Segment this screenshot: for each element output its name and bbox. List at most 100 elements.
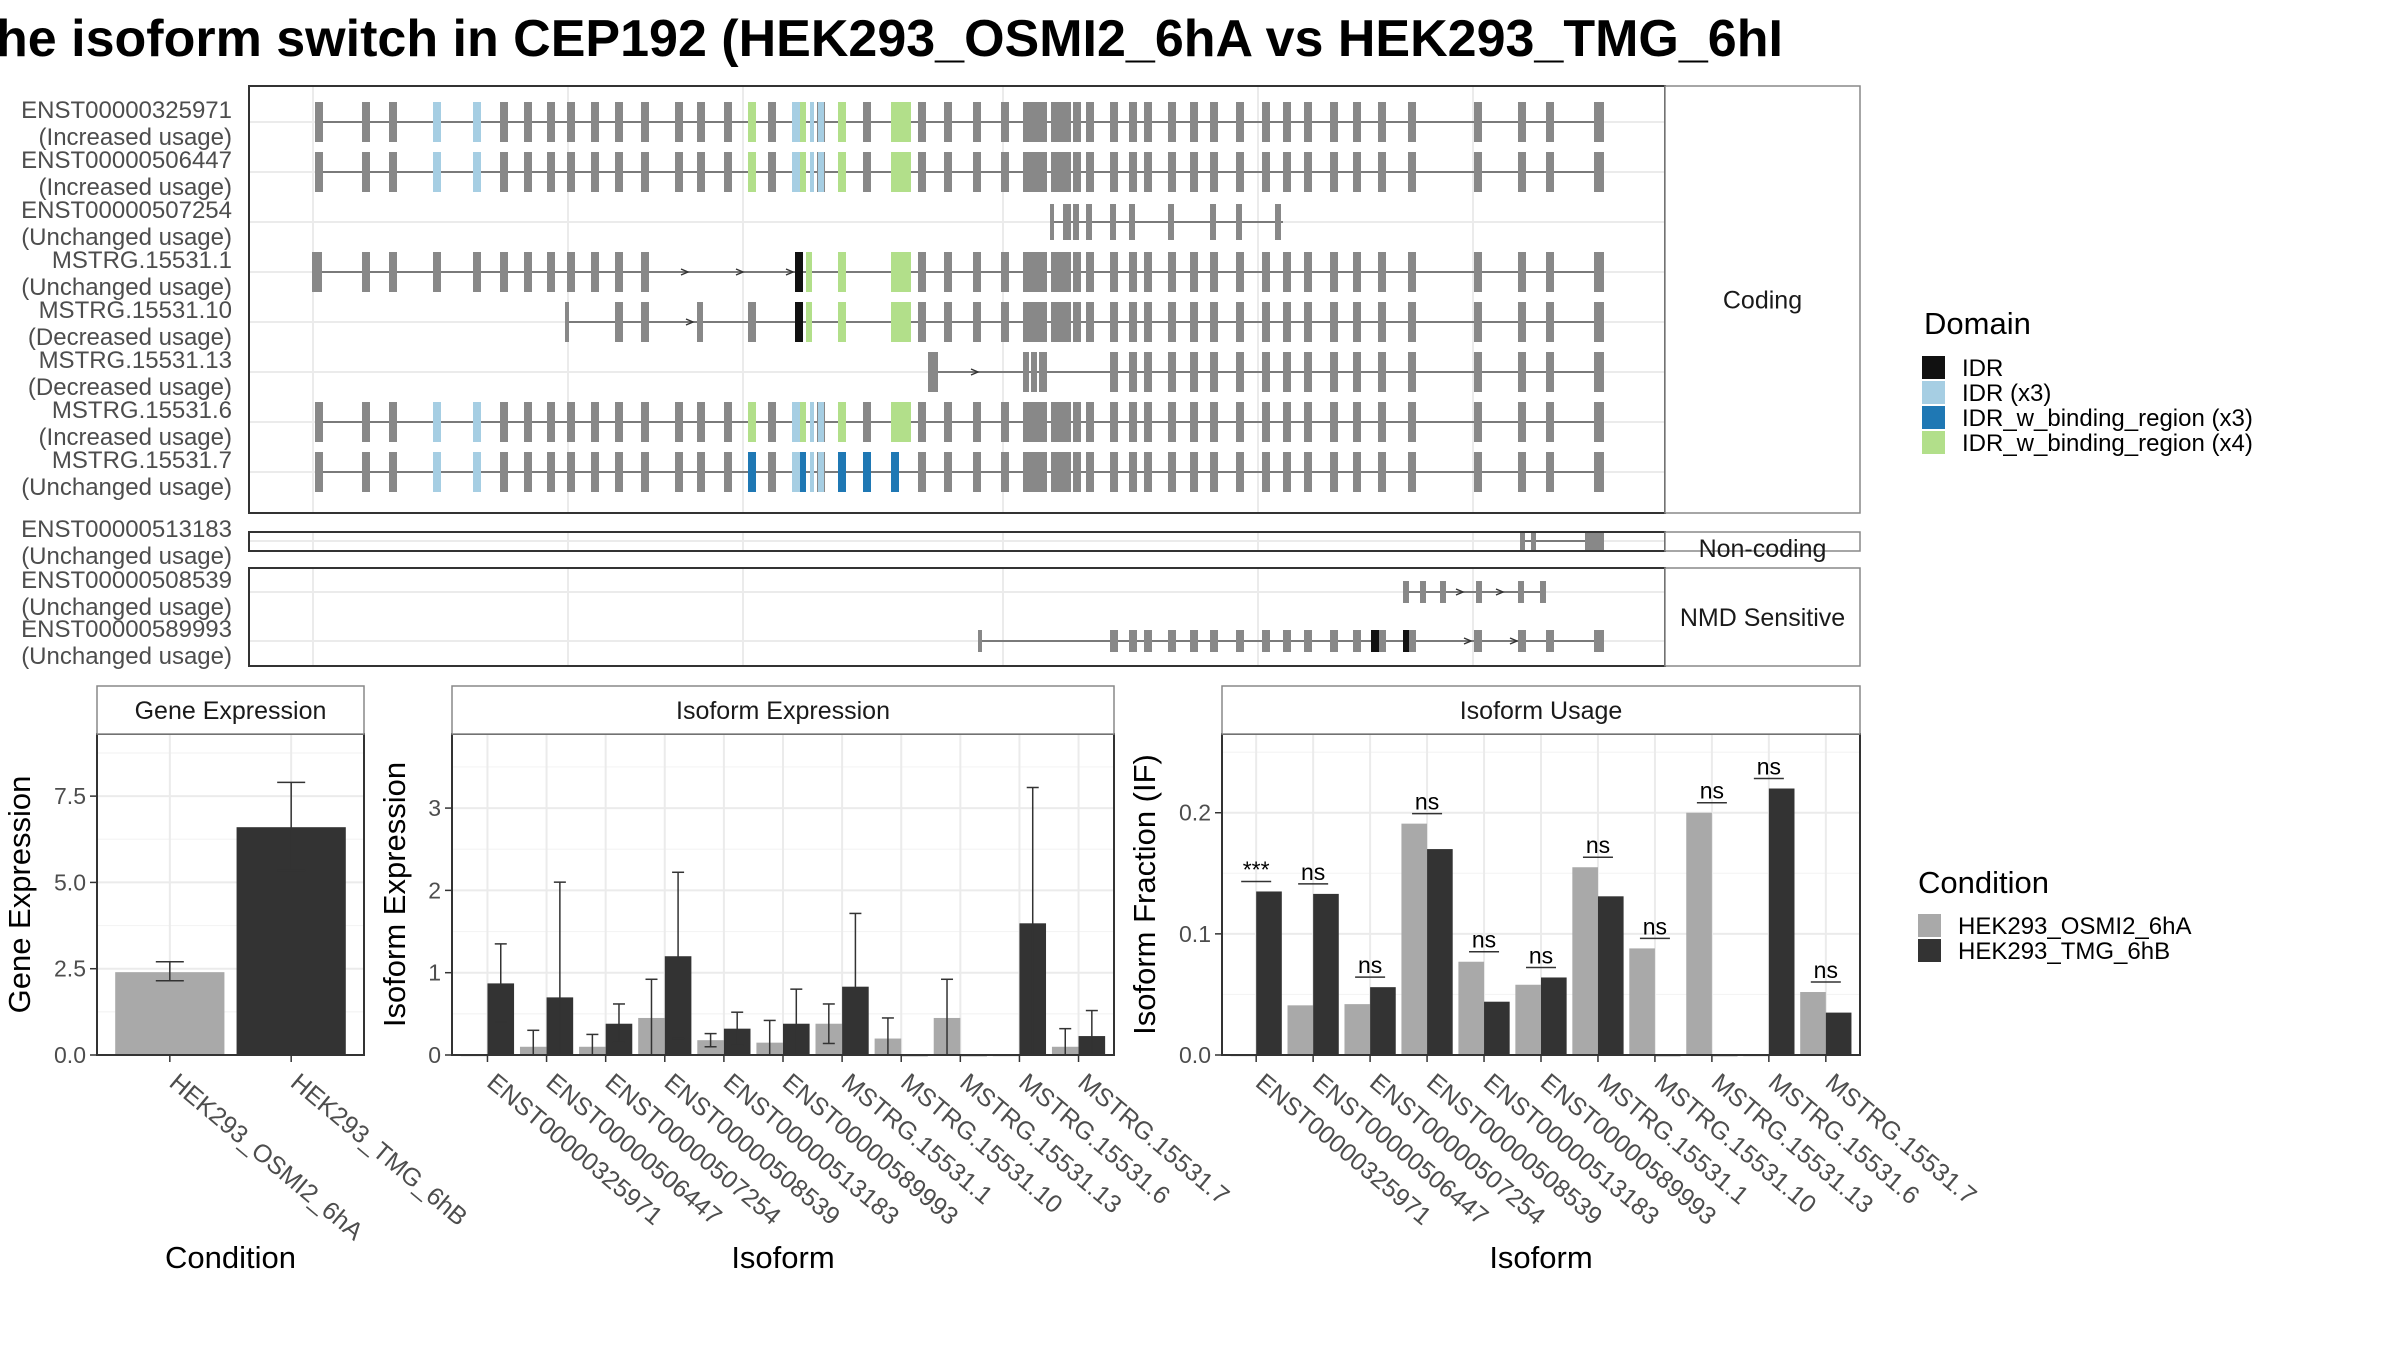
exon <box>1031 302 1039 342</box>
significance-label: ns <box>1415 789 1439 815</box>
exon <box>547 452 555 492</box>
exon <box>1474 152 1482 192</box>
exon <box>1168 204 1174 240</box>
exon <box>1073 102 1081 142</box>
panel-strip-label: Non-coding <box>1699 535 1827 563</box>
exon <box>1353 402 1361 442</box>
y-tick-label: 0.0 <box>54 1042 86 1068</box>
exon <box>1168 152 1176 192</box>
exon <box>1039 452 1047 492</box>
exon <box>1546 630 1554 652</box>
exon <box>1474 352 1482 392</box>
transcript-id-label: MSTRG.15531.1 <box>52 247 232 274</box>
panel-strip <box>1664 85 1861 514</box>
exon <box>1031 252 1039 292</box>
exon <box>1304 352 1312 392</box>
exon <box>1190 402 1198 442</box>
exon <box>1168 252 1176 292</box>
exon <box>1353 302 1361 342</box>
exon <box>362 402 370 442</box>
domain-region <box>810 452 814 492</box>
exon <box>591 252 599 292</box>
exon <box>1039 402 1047 442</box>
exon <box>1275 204 1281 240</box>
exon <box>1283 152 1291 192</box>
significance-label: ns <box>1529 942 1553 968</box>
legend-label: IDR <box>1962 355 2003 382</box>
exon <box>928 352 938 392</box>
exon <box>1058 252 1066 292</box>
exon <box>1403 581 1409 603</box>
exon <box>315 452 323 492</box>
legend-label: IDR_w_binding_region (x4) <box>1962 430 2253 457</box>
exon <box>1262 152 1270 192</box>
exon <box>1594 102 1604 142</box>
exon <box>768 102 776 142</box>
legend-title: Condition <box>1918 865 2049 900</box>
legend-label: HEK293_TMG_6hB <box>1958 938 2170 965</box>
exon <box>591 102 599 142</box>
exon <box>748 302 756 342</box>
y-tick-label: 7.5 <box>54 783 86 809</box>
exon <box>675 402 683 442</box>
exon <box>1110 152 1118 192</box>
exon <box>1210 204 1216 240</box>
direction-arrow <box>680 268 690 276</box>
transcript-id-label: ENST00000589993 <box>21 616 232 643</box>
exon <box>1236 630 1244 652</box>
transcript-usage-label: (Unchanged usage) <box>21 543 232 570</box>
domain-region <box>818 102 824 142</box>
exon <box>1304 152 1312 192</box>
exon <box>1408 102 1416 142</box>
direction-arrow <box>970 368 980 376</box>
exon <box>724 452 732 492</box>
domain-region <box>818 452 824 492</box>
isoform-usage-chart: ***ENST00000325971nsENST00000506447nsENS… <box>1127 685 1982 1275</box>
exon <box>1210 630 1218 652</box>
exon <box>315 402 323 442</box>
exon <box>1031 352 1037 392</box>
domain-region <box>818 152 824 192</box>
exon <box>1546 152 1554 192</box>
exon <box>1353 352 1361 392</box>
legend-label: IDR (x3) <box>1962 380 2051 407</box>
transcript-id-label: ENST00000513183 <box>21 516 232 543</box>
exon <box>1585 531 1604 551</box>
exon <box>724 152 732 192</box>
domain-region <box>433 102 441 142</box>
exon <box>973 252 981 292</box>
exon <box>1594 302 1604 342</box>
exon <box>1304 402 1312 442</box>
exon <box>1051 152 1059 192</box>
bar <box>115 972 225 1055</box>
exon <box>567 102 575 142</box>
exon <box>524 152 532 192</box>
exon <box>1236 252 1244 292</box>
exon <box>1353 630 1361 652</box>
domain-region <box>810 152 814 192</box>
legend-swatch <box>1922 356 1945 379</box>
y-tick-label: 2 <box>428 877 441 903</box>
exon <box>1594 630 1604 652</box>
exon <box>389 102 397 142</box>
significance-label: ns <box>1643 913 1667 939</box>
exon <box>1408 402 1416 442</box>
exon <box>1058 402 1066 442</box>
exon <box>1353 252 1361 292</box>
exon <box>615 452 623 492</box>
domain-region <box>806 302 812 342</box>
exon <box>1518 102 1526 142</box>
domain-region <box>891 102 911 142</box>
transcript-id-label: MSTRG.15531.10 <box>39 297 232 324</box>
domain-region <box>748 452 756 492</box>
exon <box>1129 204 1135 240</box>
y-tick-label: 0.0 <box>1179 1042 1211 1068</box>
y-axis-label: Gene Expression <box>2 776 37 1014</box>
exon <box>944 102 952 142</box>
domain-region <box>810 102 814 142</box>
exon <box>1440 581 1446 603</box>
y-tick-label: 1 <box>428 960 441 986</box>
